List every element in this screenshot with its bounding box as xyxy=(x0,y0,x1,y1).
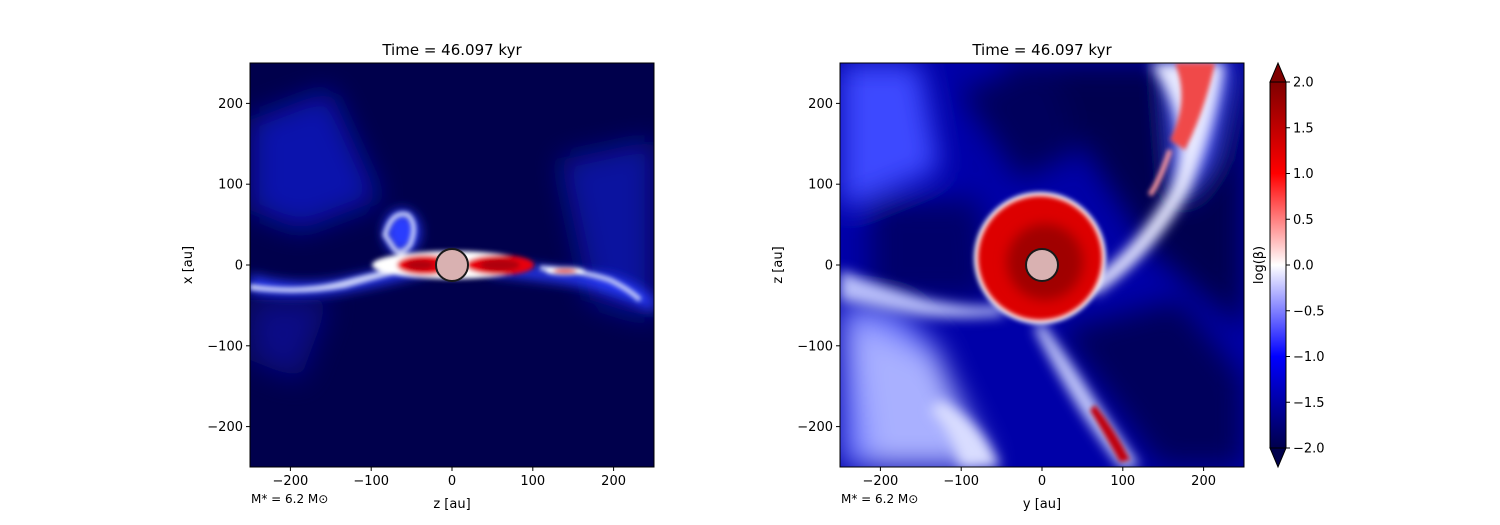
axis-ticks-left: −200 −100 0 100 200 −200 −100 0 100 200 xyxy=(207,97,626,489)
mass-annotation-left: M* = 6.2 M⊙ xyxy=(251,492,328,506)
colorbar-tick-label: 1.5 xyxy=(1293,121,1314,136)
xtick-label-left: 100 xyxy=(520,474,545,489)
panel-right: −200 −100 0 100 200 −200 −100 0 100 200 Time = 46… xyxy=(771,41,1245,512)
colorbar-tick-label: −2.0 xyxy=(1293,442,1325,457)
xtick-label-left: −100 xyxy=(353,474,389,489)
ylabel-left: x [au] xyxy=(181,246,196,284)
colorbar-tick-label: −1.5 xyxy=(1293,396,1325,411)
ytick-label-left: −100 xyxy=(207,339,243,354)
colorbar-tick-label: 1.0 xyxy=(1293,167,1314,182)
colorbar-tick-label: 2.0 xyxy=(1293,76,1314,91)
title-left: Time = 46.097 kyr xyxy=(381,41,522,59)
xtick-label-right: −100 xyxy=(943,474,979,489)
colorbar-gradient xyxy=(1269,81,1287,449)
ytick-label-left: 200 xyxy=(218,97,243,112)
xtick-label-left: −200 xyxy=(273,474,309,489)
xtick-label-right: 100 xyxy=(1110,474,1135,489)
xtick-label-right: 0 xyxy=(1038,474,1046,489)
ytick-label-left: 100 xyxy=(218,178,243,193)
colorbar-tick-label: 0.5 xyxy=(1293,213,1314,228)
ylabel-right: z [au] xyxy=(771,246,786,283)
title-right: Time = 46.097 kyr xyxy=(971,41,1112,59)
heatmap-left xyxy=(250,63,654,467)
colorbar-tick-label: 0.0 xyxy=(1293,259,1314,274)
colorbar-extend-low xyxy=(1269,447,1287,469)
colorbar-tick-label: −0.5 xyxy=(1293,304,1325,319)
ytick-label-right: −100 xyxy=(797,339,833,354)
mass-annotation-right: M* = 6.2 M⊙ xyxy=(841,492,918,506)
xlabel-left: z [au] xyxy=(433,497,470,512)
ytick-label-right: 200 xyxy=(808,97,833,112)
colorbar-label: log(β) xyxy=(1252,246,1267,284)
xtick-label-left: 0 xyxy=(448,474,456,489)
colorbar: 2.0 1.5 1.0 0.5 0.0 −0.5 −1.0 −1.5 −2.0 log(β) xyxy=(1252,61,1325,469)
colorbar-ticks: 2.0 1.5 1.0 0.5 0.0 −0.5 −1.0 −1.5 −2.0 xyxy=(1286,76,1325,457)
xlabel-right: y [au] xyxy=(1023,497,1061,512)
sink-particle-right xyxy=(1025,248,1059,282)
ytick-label-right: −200 xyxy=(797,420,833,435)
axis-ticks-right: −200 −100 0 100 200 −200 −100 0 100 200 xyxy=(797,97,1216,489)
xtick-label-right: −200 xyxy=(863,474,899,489)
colorbar-extend-high xyxy=(1269,61,1287,83)
ytick-label-left: −200 xyxy=(207,420,243,435)
ytick-label-left: 0 xyxy=(235,259,243,274)
sink-particle-left xyxy=(435,248,469,282)
xtick-label-right: 200 xyxy=(1191,474,1216,489)
xtick-label-left: 200 xyxy=(601,474,626,489)
ytick-label-right: 0 xyxy=(825,259,833,274)
colorbar-tick-label: −1.0 xyxy=(1293,350,1325,365)
panel-left: −200 −100 0 100 200 −200 −100 0 100 200 Time = 46… xyxy=(181,41,655,512)
ytick-label-right: 100 xyxy=(808,178,833,193)
